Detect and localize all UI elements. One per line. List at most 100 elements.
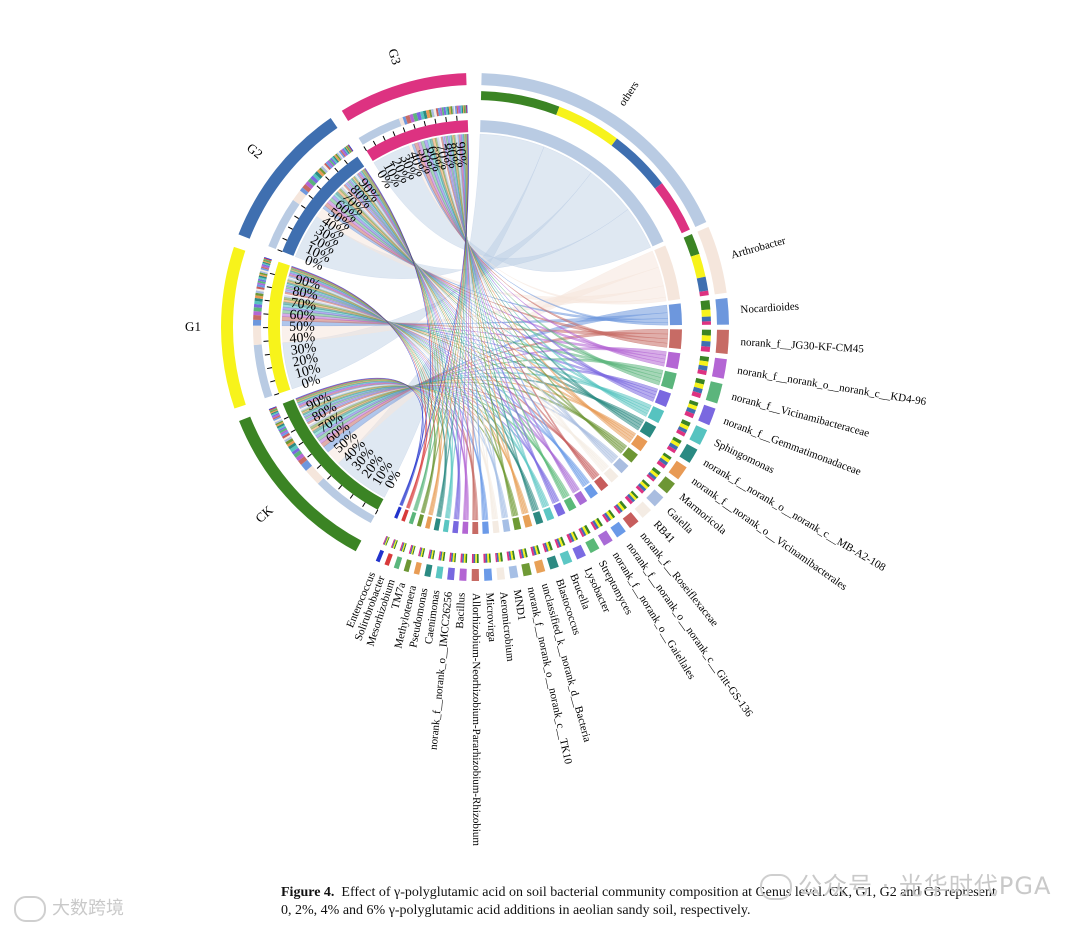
sample-genus-segment (277, 424, 286, 431)
genus-sample-segment (700, 300, 711, 311)
sample-genus-segment (276, 423, 285, 429)
sample-genus-segment (341, 149, 348, 157)
genus-sample-segment (617, 502, 625, 512)
genus-arc (553, 502, 566, 517)
genus-outer-arc (705, 381, 723, 404)
scale-tick (298, 441, 304, 446)
sample-genus-segment (258, 275, 267, 279)
genus-sample-segment (672, 436, 682, 445)
sample-genus-segment (337, 151, 344, 159)
sample-genus-segment (260, 269, 269, 273)
scale-tick (327, 475, 332, 480)
sample-genus-segment (253, 344, 273, 399)
genus-sample-segment (603, 512, 612, 522)
genus-sample-segment (450, 552, 454, 562)
sample-genus-segment (257, 280, 266, 284)
genus-sample-segment (430, 549, 434, 560)
sample-genus-segment (437, 107, 441, 117)
genus-sample-segment (534, 545, 539, 555)
genus-sample-segment (410, 545, 415, 555)
sample-genus-segment (416, 111, 422, 121)
sample-genus-segment (453, 105, 456, 114)
genus-arc (630, 434, 648, 452)
genus-sample-segment (684, 410, 695, 419)
genus-outer-arc (679, 443, 698, 463)
sample-genus-segment (288, 442, 297, 450)
genus-outer-arc (715, 329, 729, 354)
sample-genus-segment (447, 106, 450, 115)
genus-arc (532, 511, 544, 525)
watermark-left-text: 大数跨境 (52, 898, 124, 919)
sample-genus-segment (317, 478, 375, 524)
genus-sample-segment (399, 542, 404, 551)
genus-sample-segment (699, 290, 709, 297)
genus-arc (442, 519, 450, 533)
genus-arc (512, 517, 522, 531)
genus-sample-segment (701, 321, 711, 325)
sample-genus-segment (272, 415, 281, 420)
genus-sample-segment (438, 551, 442, 561)
sample-genus-segment (270, 410, 279, 415)
sample-genus-segment (259, 273, 268, 278)
genus-outer-arc (597, 530, 613, 546)
genus-sample-segment (427, 549, 432, 559)
scale-tick-label: 30% (290, 340, 318, 358)
scale-tick (445, 116, 447, 123)
genus-arc (660, 370, 677, 390)
genus-sample-segment (691, 391, 702, 399)
sample-label: G3 (385, 47, 404, 67)
sample-genus-segment (343, 147, 349, 155)
genus-outer-arc (459, 568, 467, 581)
sample-genus-segment (254, 297, 263, 302)
scale-tick-label: 80% (291, 284, 319, 304)
sample-genus-segment (465, 105, 467, 114)
sample-genus-segment (441, 107, 445, 116)
sample-genus-segment (254, 295, 264, 299)
genus-sample-segment (572, 531, 579, 541)
genus-arc (654, 245, 681, 301)
genus-sample-segment (392, 539, 397, 549)
sample-genus-segment (302, 183, 312, 193)
genus-sample-segment (615, 503, 623, 513)
sample-genus-segment (273, 416, 282, 421)
sample-genus-segment (298, 456, 308, 465)
sample-genus-segment (269, 406, 277, 411)
genus-sample-segment (421, 548, 426, 558)
genus-arc (408, 511, 417, 525)
genus-arc (433, 518, 441, 531)
genus-sample-segment (473, 553, 476, 564)
scale-tick-label: 0% (303, 253, 326, 274)
scale-tick-label: 50% (289, 320, 315, 335)
genus-sample-segment (628, 492, 637, 501)
sample-genus-segment (348, 144, 354, 152)
genus-outer-arc (496, 567, 506, 581)
sample-genus-segment (307, 178, 317, 187)
genus-sample-segment (483, 553, 486, 563)
sample-genus-segment (439, 107, 443, 116)
sample-genus-segment (310, 175, 319, 184)
genus-sample-segment (476, 553, 479, 563)
sample-genus-segment (253, 311, 262, 316)
genus-arc (492, 520, 500, 534)
genus-sample-segment (602, 513, 609, 523)
genus-sample-segment (666, 445, 677, 454)
sample-genus-segment (284, 436, 293, 443)
sample-genus-segment (272, 413, 280, 419)
genus-sample-segment (701, 329, 711, 336)
genus-label: MND1 (511, 589, 528, 622)
sample-genus-segment (255, 292, 264, 297)
scale-tick (307, 453, 312, 458)
sample-outer-arc (221, 246, 246, 409)
genus-sample-segment (694, 382, 704, 390)
sample-genus-segment (299, 187, 309, 196)
scale-tick (264, 353, 270, 356)
scale-tick (382, 135, 386, 141)
genus-sample-segment (452, 552, 455, 563)
genus-arc (472, 521, 479, 534)
sample-genus-segment (466, 105, 468, 114)
sample-genus-segment (271, 411, 279, 417)
sample-genus-segment (256, 288, 265, 292)
sample-genus-segment (445, 106, 449, 115)
sample-genus-segment (305, 181, 314, 190)
genus-sample-segment (651, 466, 661, 476)
